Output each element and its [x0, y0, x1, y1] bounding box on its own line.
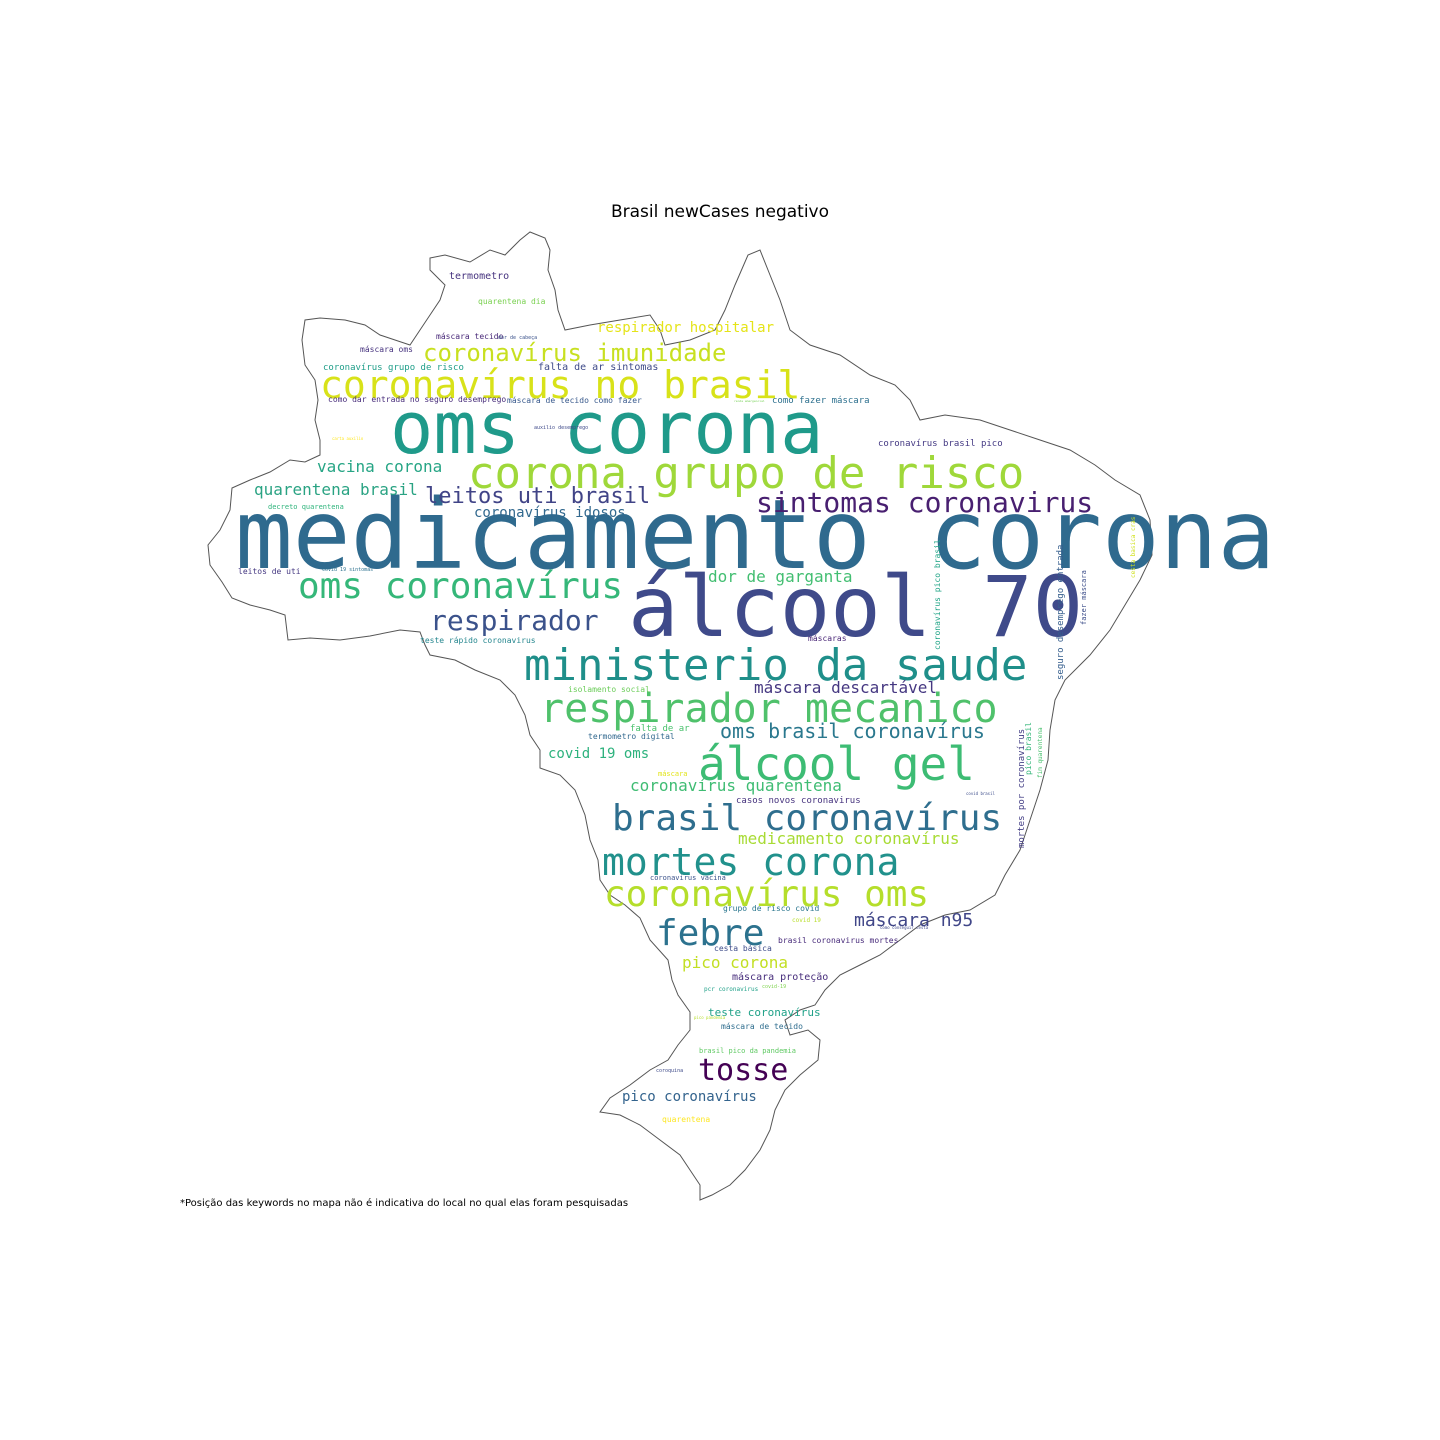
wordcloud-word: como dar entrada no seguro desemprego	[328, 395, 506, 404]
wordcloud-word: álcool 70	[628, 558, 1083, 656]
wordcloud-word: dor de cabeça	[498, 335, 537, 341]
wordcloud-word: respirador	[430, 604, 599, 637]
wordcloud-word: coronavírus quarentena	[630, 776, 842, 795]
wordcloud-word: quarentena dia	[478, 297, 546, 306]
wordcloud-word: máscara	[658, 770, 688, 778]
wordcloud-word: pico pandemia	[694, 1015, 726, 1020]
wordcloud-word: como fazer máscara	[772, 396, 870, 406]
wordcloud-word: medicamento coronavírus	[738, 829, 960, 848]
wordcloud-word: vacina corona	[317, 457, 442, 476]
wordcloud-word: brasil coronavírus	[612, 798, 1002, 839]
wordcloud-word: respirador hospitalar	[597, 320, 774, 336]
wordcloud-word: auxilio desemprego	[534, 425, 588, 431]
wordcloud-word: coronavírus brasil pico	[878, 439, 1003, 449]
wordcloud-word: máscara de tecido	[721, 1022, 803, 1031]
wordcloud-word: leitos uti brasil	[425, 484, 650, 509]
wordcloud-word: tosse	[698, 1053, 788, 1088]
wordcloud-word: coroquina	[656, 1068, 683, 1074]
wordcloud-word: grupo de risco covid	[723, 904, 820, 913]
wordcloud-word: coronavírus grupo de risco	[323, 363, 464, 373]
wordcloud-word: coronavírus no brasil	[320, 363, 800, 407]
wordcloud-word: coronavírus oms	[604, 874, 929, 915]
wordcloud-word: falta de ar sintomas	[538, 362, 658, 373]
footnote: *Posição das keywords no mapa não é indi…	[180, 1198, 629, 1209]
wordcloud-word: cesta básica	[714, 944, 772, 953]
wordcloud-word: leitos de uti	[238, 567, 301, 576]
wordcloud-word: casos novos coronavirus	[736, 796, 861, 806]
wordcloud-word: covid 19 oms	[548, 746, 649, 762]
wordcloud-word: coronavirus vacina	[650, 874, 726, 882]
wordcloud-word: máscara de tecido como fazer	[507, 396, 642, 405]
wordcloud-word: máscara oms	[360, 345, 413, 354]
wordcloud-word: oms corona	[390, 386, 823, 470]
wordcloud-word: máscara n95	[854, 910, 973, 931]
wordcloud-word: seguro desemprego entrada	[1056, 545, 1066, 680]
wordcloud-word: decreto quarentena	[268, 503, 344, 511]
wordcloud-word: fazer máscara	[1080, 570, 1088, 625]
wordcloud-word: mortes por coronavírus	[1017, 729, 1027, 848]
wordcloud-word: isolamento social	[568, 685, 650, 694]
wordcloud-word: álcool gel	[698, 737, 975, 791]
wordcloud-word: medicamento corona	[235, 479, 1275, 591]
wordcloud-word: oms brasil coronavírus	[720, 719, 985, 743]
wordcloud-word: fim quarentena	[1037, 727, 1044, 778]
wordcloud-word: pico coronavírus	[622, 1089, 757, 1105]
wordcloud-word: máscara descartável	[754, 678, 937, 697]
wordcloud-word: febre	[656, 913, 764, 954]
wordcloud-word: coronavírus imunidade	[423, 339, 726, 367]
figure-title: Brasil newCases negativo	[610, 202, 830, 222]
wordcloud-word: sintomas coronavirus	[756, 486, 1093, 519]
wordcloud-word: cesta basica cras	[1130, 516, 1137, 578]
wordcloud-word: covid 19	[792, 917, 821, 924]
wordcloud-word: corona grupo de risco	[468, 448, 1024, 499]
wordcloud-word: quarentena	[662, 1115, 710, 1124]
wordcloud-word: máscara proteção	[732, 971, 828, 983]
wordcloud-word: teste coronavírus	[708, 1006, 821, 1019]
wordcloud-word: teste rápido coronavirus	[420, 636, 536, 645]
wordcloud-word: renda emergencial	[734, 399, 765, 403]
wordcloud-word: coronavírus pico brasil	[933, 539, 942, 650]
wordcloud-word: pico corona	[682, 953, 788, 972]
wordcloud-word: respirador mecanico	[540, 686, 998, 732]
wordcloud-word: termometro	[449, 271, 509, 282]
wordcloud-word: brasil pico da pandemia	[699, 1047, 796, 1055]
wordcloud-word: mortes corona	[602, 840, 899, 884]
wordcloud-word: máscara tecido	[436, 332, 504, 341]
wordcloud-word: como conseguir cesta	[880, 925, 929, 930]
wordcloud-word: oms coronavírus	[298, 566, 623, 607]
wordcloud-word: dor de garganta	[708, 567, 853, 586]
wordcloud-word: covid 19 sintomas	[322, 567, 373, 573]
wordcloud-word: quarentena brasil	[254, 480, 418, 499]
wordcloud-word: pico brasil	[1024, 722, 1033, 775]
wordcloud-word: termometro digital	[588, 732, 675, 741]
wordcloud-word: ministerio da saude	[524, 640, 1027, 691]
wordcloud-word: coronavírus idosos	[474, 505, 626, 521]
wordcloud-word: falta de ar	[630, 724, 690, 734]
wordcloud-word: máscaras	[808, 634, 847, 643]
wordcloud-word: covid-19	[762, 984, 786, 990]
wordcloud-word: pcr coronavirus	[704, 986, 759, 993]
wordcloud-word: brasil coronavirus mortes	[778, 936, 899, 945]
wordcloud-word: carta auxilio	[332, 436, 364, 441]
brazil-outline	[207, 231, 1153, 1201]
wordcloud-word: covid brasil	[966, 791, 995, 796]
